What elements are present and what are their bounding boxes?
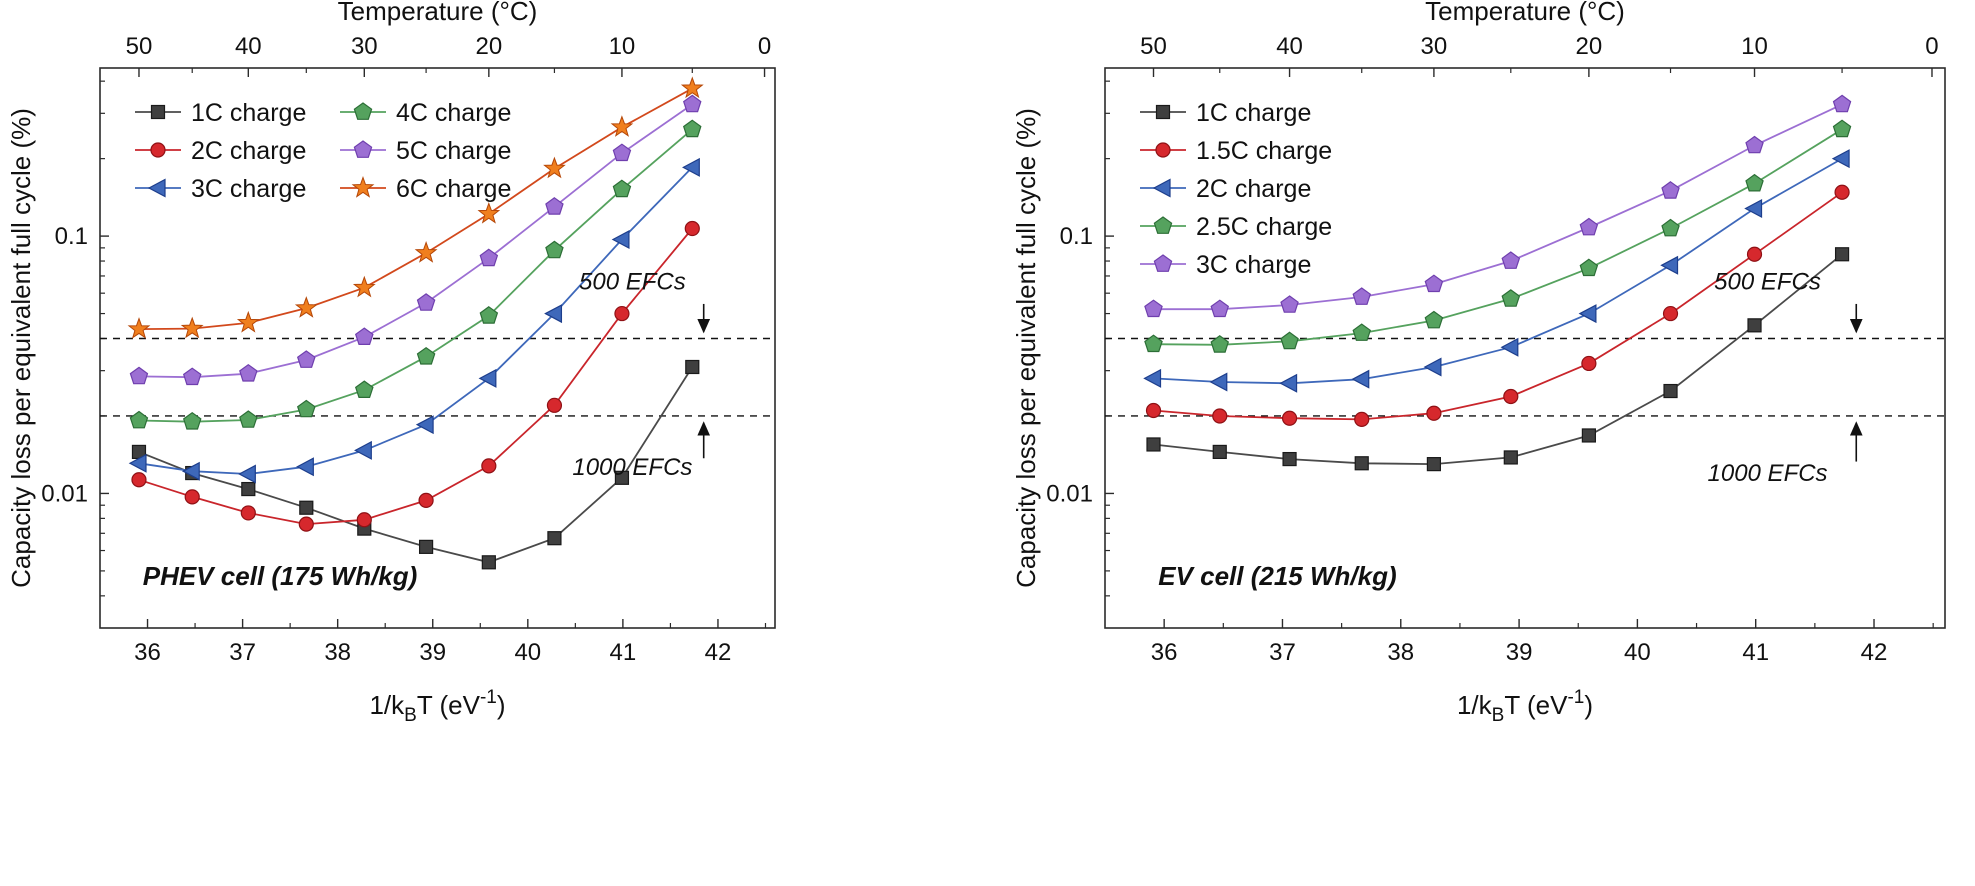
x-tick-label: 41 bbox=[1742, 639, 1769, 666]
series-3c-charge bbox=[1144, 94, 1852, 318]
series-2c-charge bbox=[131, 220, 700, 532]
x-tick-label: 41 bbox=[610, 639, 637, 666]
x-tick-label: 42 bbox=[1861, 639, 1888, 666]
top-axis-title: Temperature (°C) bbox=[1425, 0, 1625, 26]
panel-label: EV cell (215 Wh/kg) bbox=[1158, 561, 1396, 591]
x-tick-label: 38 bbox=[1387, 639, 1414, 666]
top-tick-label: 50 bbox=[1140, 33, 1167, 60]
x-tick-label: 40 bbox=[514, 639, 541, 666]
chart-svg: 36 37 38 39 40 41 42 50 40 30 20 10 0 0.01 0.1 1C charg… bbox=[6, 0, 776, 726]
legend-label: 5C charge bbox=[396, 137, 511, 165]
top-tick-label: 10 bbox=[1741, 33, 1768, 60]
top-tick-label: 40 bbox=[1276, 33, 1303, 60]
series-2.5c-charge bbox=[1144, 119, 1852, 353]
legend-label: 3C charge bbox=[1196, 251, 1311, 279]
series-4c-charge bbox=[129, 119, 702, 430]
y-tick-label: 0.01 bbox=[1046, 480, 1093, 507]
y-tick-label: 0.1 bbox=[55, 223, 88, 250]
chart-svg: 36 37 38 39 40 41 42 50 40 30 20 10 0 0.01 0.1 1C charg… bbox=[1011, 0, 1946, 726]
annotation-label: 1000 EFCs bbox=[1708, 460, 1828, 487]
panel-label: PHEV cell (175 Wh/kg) bbox=[143, 561, 418, 591]
legend-label: 2C charge bbox=[191, 137, 306, 165]
top-tick-label: 20 bbox=[1576, 33, 1603, 60]
x-tick-label: 36 bbox=[1151, 639, 1178, 666]
x-tick-label: 38 bbox=[324, 639, 351, 666]
legend-label: 6C charge bbox=[396, 175, 511, 203]
top-axis-title: Temperature (°C) bbox=[338, 0, 538, 26]
x-tick-label: 37 bbox=[229, 639, 256, 666]
x-axis-title: 1/kBT (eV-1) bbox=[1457, 687, 1593, 726]
series-3c-charge bbox=[128, 157, 700, 484]
y-axis-title: Capacity loss per equivalent full cycle … bbox=[6, 108, 36, 588]
top-tick-label: 30 bbox=[1421, 33, 1448, 60]
chart-panel-phev: 36 37 38 39 40 41 42 50 40 30 20 10 0 0.01 0.1 1C charg… bbox=[0, 0, 905, 886]
annotations: 500 EFCs 1000 EFCs bbox=[1708, 269, 1863, 487]
legend-label: 1C charge bbox=[1196, 99, 1311, 127]
legend-label: 2.5C charge bbox=[1196, 213, 1332, 241]
legend: 1C charge 2C charge 3C charge 4C charge 5C c… bbox=[135, 99, 511, 203]
y-axis-title: Capacity loss per equivalent full cycle … bbox=[1011, 108, 1041, 588]
chart-panel-ev: 36 37 38 39 40 41 42 50 40 30 20 10 0 0.01 0.1 1C charg… bbox=[905, 0, 1975, 886]
series-1.5c-charge bbox=[1145, 184, 1850, 427]
axes: 36 37 38 39 40 41 42 50 40 30 20 10 0 0.01 0.1 bbox=[41, 33, 776, 666]
top-tick-label: 0 bbox=[758, 33, 771, 60]
top-tick-label: 40 bbox=[235, 33, 262, 60]
top-tick-label: 0 bbox=[1925, 33, 1938, 60]
top-tick-label: 20 bbox=[475, 33, 502, 60]
legend-label: 1.5C charge bbox=[1196, 137, 1332, 165]
x-tick-label: 42 bbox=[705, 639, 732, 666]
top-tick-label: 10 bbox=[609, 33, 636, 60]
x-tick-label: 39 bbox=[419, 639, 446, 666]
legend-label: 4C charge bbox=[396, 99, 511, 127]
series-2c-charge bbox=[1143, 149, 1850, 393]
series-6c-charge bbox=[127, 76, 704, 339]
series-1c-charge bbox=[1146, 247, 1850, 472]
y-tick-label: 0.1 bbox=[1060, 223, 1093, 250]
top-tick-label: 50 bbox=[126, 33, 153, 60]
ref-lines bbox=[100, 337, 775, 417]
axes: 36 37 38 39 40 41 42 50 40 30 20 10 0 0.01 0.1 bbox=[1046, 33, 1946, 666]
x-axis-title: 1/kBT (eV-1) bbox=[369, 687, 505, 726]
legend: 1C charge 1.5C charge 2C charge 2.5C charge… bbox=[1140, 99, 1332, 279]
top-tick-label: 30 bbox=[351, 33, 378, 60]
legend-label: 3C charge bbox=[191, 175, 306, 203]
x-tick-label: 36 bbox=[134, 639, 161, 666]
x-tick-label: 39 bbox=[1506, 639, 1533, 666]
y-tick-label: 0.01 bbox=[41, 480, 88, 507]
x-tick-label: 40 bbox=[1624, 639, 1651, 666]
annotation-label: 1000 EFCs bbox=[572, 454, 692, 481]
ref-lines bbox=[1105, 337, 1945, 417]
x-tick-label: 37 bbox=[1269, 639, 1296, 666]
annotation-label: 500 EFCs bbox=[1714, 269, 1821, 296]
legend-label: 1C charge bbox=[191, 99, 306, 127]
legend-label: 2C charge bbox=[1196, 175, 1311, 203]
series-5c-charge bbox=[129, 94, 702, 386]
annotations: 500 EFCs 1000 EFCs bbox=[572, 269, 711, 481]
annotation-label: 500 EFCs bbox=[579, 269, 686, 296]
